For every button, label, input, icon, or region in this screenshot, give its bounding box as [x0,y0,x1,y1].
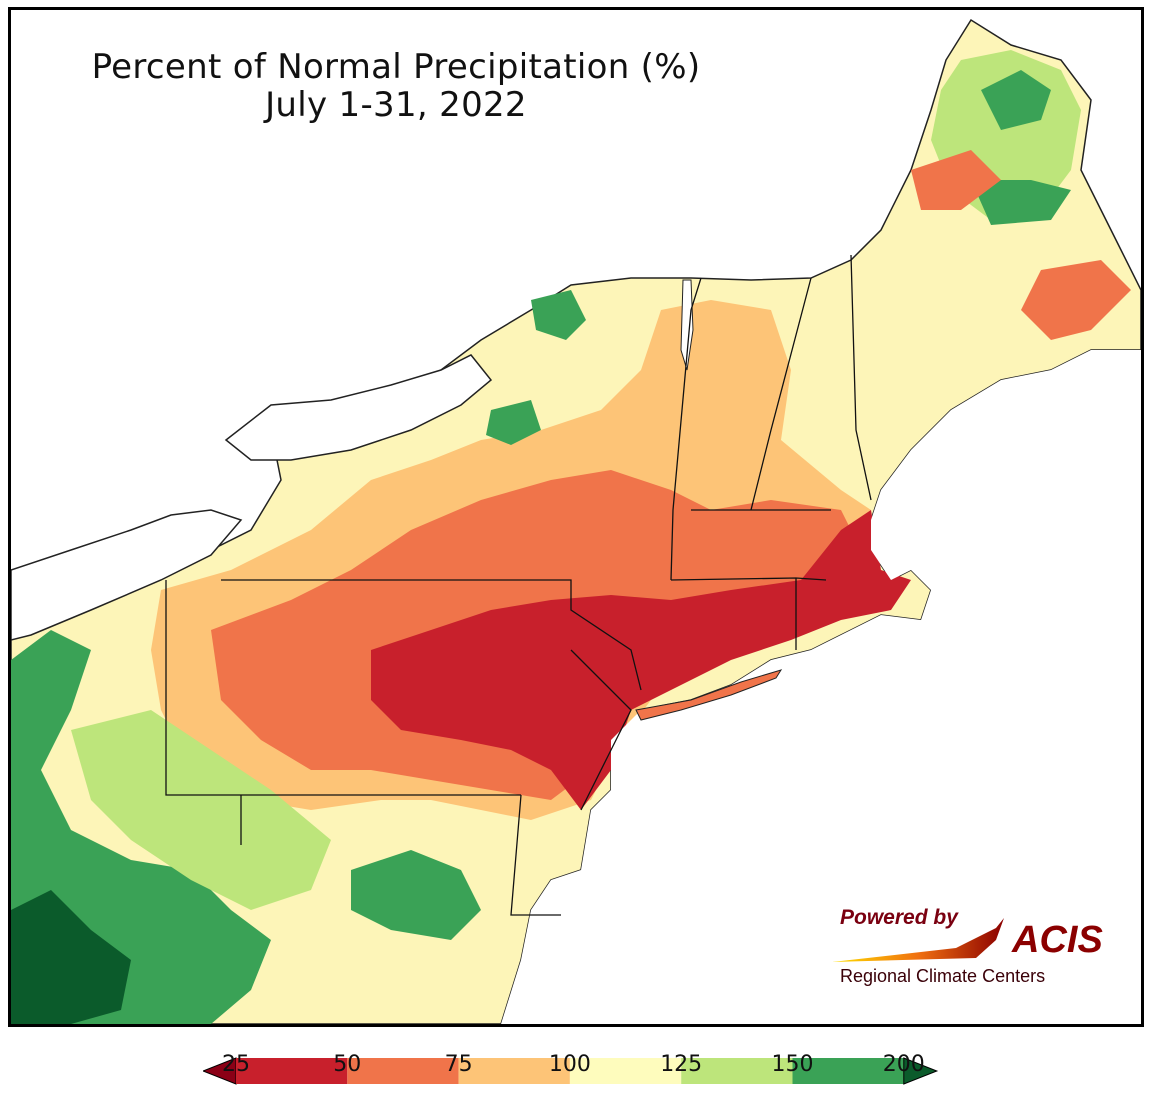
rcc-subtitle-text: Regional Climate Centers [840,966,1045,986]
legend-bin [681,1058,793,1084]
region-25-50 [371,510,911,810]
state-borders [165,254,872,916]
lake-ontario [224,354,493,461]
region-maine-orange [911,150,1131,340]
region-gt-200 [11,890,131,1024]
acis-logo: Powered by ACIS Regional Climate Centers [832,906,1103,986]
region-125-150-md [351,850,481,940]
color-legend [203,1057,939,1085]
acis-brand-text: ACIS [1011,919,1103,961]
legend-arrow-high [903,1057,939,1085]
legend-bin [458,1058,570,1084]
region-maine-dkgreen [971,70,1071,225]
legend-bin [347,1058,459,1084]
legend-bin [569,1058,682,1084]
map-title: Percent of Normal Precipitation (%) July… [51,48,741,124]
legend-tick-label: 150 [771,1052,814,1077]
legend-tick-label: 125 [660,1052,703,1077]
legend-tick-label: 100 [548,1052,591,1077]
powered-by-text: Powered by [840,906,959,929]
title-line-2: July 1-31, 2022 [265,85,527,125]
map-frame: Percent of Normal Precipitation (%) July… [8,7,1144,1027]
region-ny-north-green [486,290,586,445]
precipitation-map [11,18,1141,1024]
acis-swoosh-icon [832,918,1004,962]
legend-tick-label: 200 [882,1052,925,1077]
title-line-1: Percent of Normal Precipitation (%) [91,47,701,87]
lake-champlain [680,279,694,371]
lake-erie [11,509,243,641]
region-125-150-sw [71,710,331,910]
legend-bin [792,1058,904,1084]
legend-tick-label: 25 [222,1052,250,1077]
legend-tick-label: 75 [444,1052,473,1077]
legend-bin [236,1058,348,1084]
atlantic-ocean [501,350,1141,1024]
long-island [635,669,783,721]
legend-tick-label: 50 [333,1052,362,1077]
